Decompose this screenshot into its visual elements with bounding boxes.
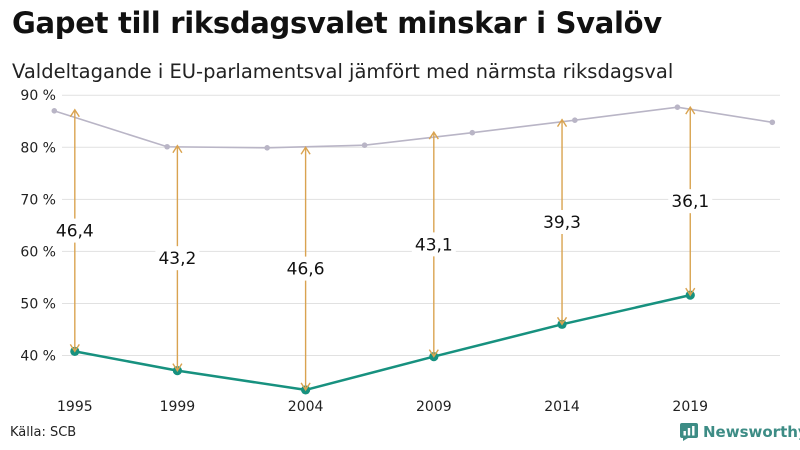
grid-layer — [62, 94, 780, 357]
y-tick-label: 50 % — [20, 296, 56, 312]
series-layer — [51, 104, 776, 395]
y-tick-label: 40 % — [20, 349, 56, 365]
gap-labels: 46,4 43,2 46,6 43,1 39,3 36,1 — [52, 189, 713, 281]
gap-label-bg — [668, 189, 713, 214]
gap-arrow-head-top — [685, 105, 696, 115]
x-axis-ticks: 1995 1999 2004 2009 2014 2019 — [57, 399, 708, 415]
x-tick-label: 2004 — [288, 399, 324, 415]
y-tick-label: 70 % — [20, 192, 56, 208]
gap-label: 43,1 — [415, 235, 453, 255]
gap-label: 43,2 — [158, 249, 196, 269]
brand-name: Newsworthy — [703, 423, 800, 441]
newsworthy-logo-icon — [680, 423, 698, 441]
gap-label-bg — [411, 232, 456, 257]
gap-label: 46,6 — [287, 260, 325, 280]
gap-arrow-head-top — [69, 108, 80, 118]
chart-subtitle: Valdeltagande i EU-parlamentsval jämfört… — [12, 60, 674, 83]
gap-arrow-head-bottom — [300, 382, 311, 392]
x-tick-label: 2019 — [672, 399, 708, 415]
x-tick-label: 2009 — [416, 399, 452, 415]
gap-arrow-head-bottom — [172, 363, 183, 372]
gap-arrow-head-bottom — [428, 349, 439, 358]
y-tick-label: 60 % — [20, 244, 56, 260]
gap-arrow-head-bottom — [69, 344, 80, 353]
gap-arrow-head-top — [556, 118, 568, 128]
riksdag-point — [264, 144, 270, 151]
x-tick-label: 1999 — [160, 399, 196, 415]
gap-label-bg — [283, 256, 328, 281]
riksdag-point — [469, 129, 476, 136]
riksdag-line — [54, 106, 773, 149]
riksdag-point — [769, 119, 776, 126]
gap-label-bg — [52, 218, 97, 243]
gap-arrow-head-top — [428, 130, 439, 140]
gap-arrow-head-bottom — [556, 316, 568, 326]
gap-label: 36,1 — [671, 192, 709, 212]
x-tick-label: 2014 — [544, 399, 580, 415]
source-note: Källa: SCB — [10, 425, 77, 440]
riksdag-point — [361, 142, 368, 148]
gap-arrow-head-top — [300, 145, 311, 155]
x-tick-label: 1995 — [57, 399, 93, 415]
y-tick-label: 90 % — [20, 88, 56, 104]
riksdag-point — [572, 117, 578, 123]
gap-arrow-head-bottom — [685, 287, 696, 297]
gap-label-bg — [540, 209, 585, 234]
riksdag-point — [51, 108, 58, 114]
y-axis-ticks: 40 % 50 % 60 % 70 % 80 % 90 % — [20, 88, 56, 364]
gap-label-bg — [155, 246, 200, 271]
brand-logo: Newsworthy — [680, 423, 800, 441]
gap-label: 46,4 — [56, 222, 94, 242]
eu-line — [74, 293, 691, 392]
gap-arrow-head-top — [172, 144, 183, 154]
gap-label: 39,3 — [543, 213, 581, 233]
chart-title: Gapet till riksdagsvalet minskar i Svalö… — [12, 6, 662, 40]
riksdag-point — [674, 104, 681, 110]
riksdag-point — [164, 143, 170, 150]
y-tick-label: 80 % — [20, 140, 56, 156]
